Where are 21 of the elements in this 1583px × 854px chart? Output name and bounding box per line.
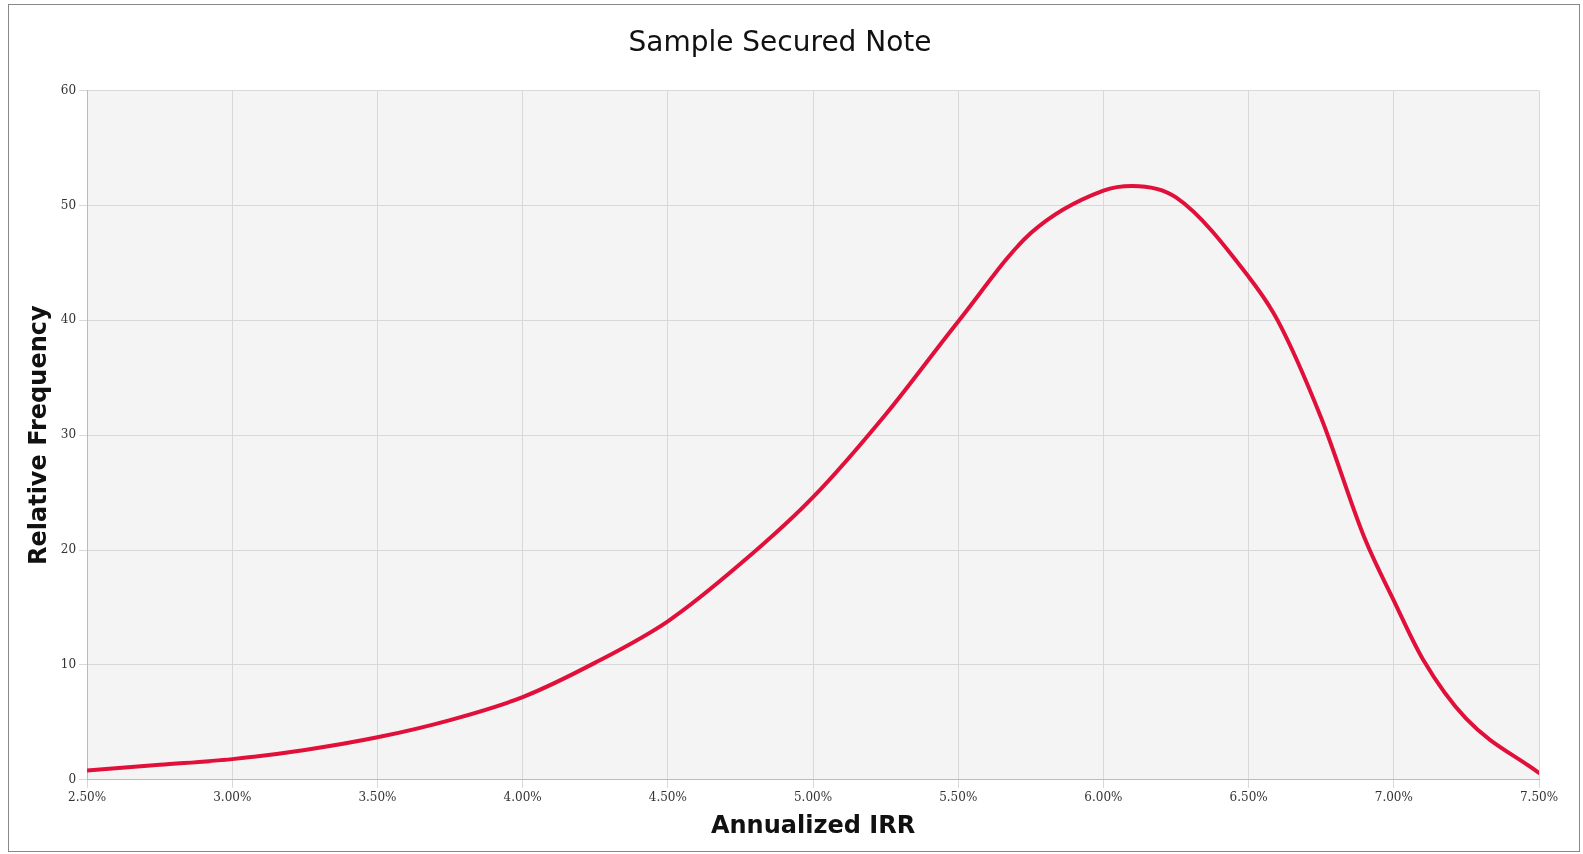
y-tick-label: 50 (60, 197, 77, 212)
x-tick-label: 7.50% (1519, 790, 1559, 805)
x-tick-label: 4.50% (648, 790, 687, 805)
x-tick-label: 4.00% (503, 790, 542, 805)
x-tick-label: 3.00% (213, 790, 252, 805)
y-tick-label: 20 (60, 542, 77, 557)
x-tick-label: 6.50% (1229, 790, 1268, 805)
y-axis-title: Relative Frequency (23, 305, 52, 566)
x-tick-label: 2.50% (68, 790, 107, 805)
x-tick-label: 7.00% (1374, 790, 1413, 805)
x-tick-label: 5.00% (793, 790, 833, 805)
y-tick-label: 10 (60, 657, 77, 672)
y-tick-label: 60 (60, 82, 77, 97)
x-tick-label: 6.00% (1084, 790, 1123, 805)
chart-title: Sample Secured Note (628, 25, 932, 59)
y-tick-label: 40 (60, 312, 77, 327)
y-tick-label: 30 (60, 427, 77, 442)
x-axis-title: Annualized IRR (710, 810, 916, 839)
x-tick-label: 3.50% (358, 790, 397, 805)
x-tick-label: 5.50% (939, 790, 978, 805)
y-tick-label: 0 (68, 771, 77, 786)
